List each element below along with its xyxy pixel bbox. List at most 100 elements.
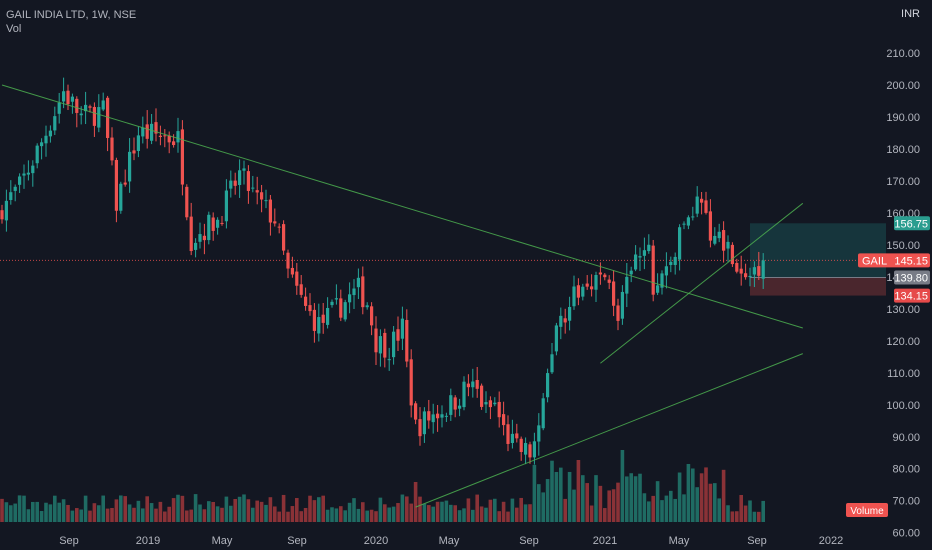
candle: [541, 398, 545, 429]
candle: [233, 180, 237, 186]
volume-bar: [259, 501, 264, 522]
candle: [462, 381, 466, 408]
x-tick-label: May: [669, 535, 690, 547]
volume-bar: [713, 483, 717, 522]
volume-bar: [427, 505, 431, 522]
candle: [752, 267, 756, 275]
volume-bar: [246, 499, 251, 522]
candle: [466, 383, 470, 388]
candle: [0, 210, 4, 220]
volume-bar: [66, 504, 70, 522]
candle: [612, 281, 616, 306]
volume-bar: [405, 496, 409, 522]
volume-legend-label: Vol: [6, 23, 22, 35]
volume-bar: [541, 492, 545, 522]
volume-bar: [515, 507, 519, 522]
volume-bar: [677, 472, 682, 522]
candle: [374, 328, 378, 353]
volume-bar: [330, 507, 334, 522]
last-price-label: 145.15: [894, 255, 928, 267]
symbol-title[interactable]: GAIL INDIA LTD, 1W, NSE: [6, 9, 137, 21]
volume-bar: [682, 494, 686, 522]
candle: [647, 244, 651, 252]
volume-bar: [31, 501, 35, 522]
candle: [664, 266, 668, 276]
candle: [519, 438, 523, 452]
candle: [35, 145, 39, 164]
volume-bar: [224, 496, 229, 522]
volume-bar: [220, 507, 224, 522]
volume-bar: [154, 508, 158, 522]
x-tick-label: May: [439, 535, 460, 547]
y-tick-label: 150.00: [886, 240, 920, 252]
candle: [326, 307, 330, 325]
y-tick-label: 60.00: [892, 528, 920, 540]
candle: [436, 413, 440, 419]
trendline-3: [600, 202, 804, 364]
volume-bar: [356, 508, 361, 522]
candle: [383, 332, 387, 358]
volume-bar: [334, 508, 339, 522]
volume-bar: [554, 471, 559, 522]
volume-bar: [317, 497, 321, 522]
candle: [629, 270, 633, 275]
volume-bar: [114, 499, 119, 522]
candle: [713, 235, 717, 244]
candle: [119, 183, 123, 211]
stop-zone: [750, 277, 886, 296]
candle: [92, 106, 96, 126]
volume-bar: [127, 504, 132, 522]
candle: [343, 302, 347, 320]
candle: [739, 268, 743, 274]
volume-bar: [603, 508, 607, 522]
candle: [678, 227, 682, 260]
volume-bar: [726, 505, 730, 522]
candle: [53, 116, 57, 131]
volume-bar: [660, 500, 664, 522]
candle: [427, 411, 431, 421]
volume-bar: [484, 507, 488, 522]
candle: [88, 106, 92, 108]
candle: [348, 294, 352, 303]
volume-bar: [466, 498, 471, 522]
volume-badge: Volume: [850, 506, 884, 517]
volume-bar: [673, 498, 677, 522]
candle: [110, 137, 114, 161]
volume-bar: [532, 464, 537, 522]
candle: [101, 100, 105, 110]
candle: [502, 414, 506, 426]
candle: [220, 222, 224, 224]
candle: [396, 329, 400, 341]
volume-bar: [638, 473, 642, 522]
candle: [339, 298, 343, 318]
volume-bar: [352, 498, 356, 522]
entry-price-label: 139.80: [894, 272, 928, 284]
candle: [576, 285, 580, 298]
volume-bar: [198, 504, 202, 522]
candle: [172, 141, 176, 146]
volume-bar: [237, 496, 242, 522]
volume-bar: [92, 503, 97, 522]
volume-bar: [699, 473, 704, 522]
volume-bar: [70, 510, 75, 522]
volume-bar: [211, 501, 215, 522]
x-tick-label: Sep: [287, 535, 307, 547]
volume-bar: [523, 504, 528, 522]
candle: [145, 124, 149, 139]
candle: [13, 186, 17, 191]
currency-label: INR: [901, 8, 920, 20]
candle: [414, 403, 418, 420]
candle: [418, 419, 422, 437]
volume-bar: [704, 467, 708, 522]
volume-bar: [748, 500, 752, 522]
candle: [211, 217, 215, 231]
volume-bar: [268, 497, 273, 522]
y-tick-label: 190.00: [886, 112, 920, 124]
volume-bar: [88, 510, 92, 522]
candle: [607, 279, 611, 283]
candle: [590, 286, 594, 290]
volume-bar: [519, 497, 523, 522]
candle: [202, 235, 206, 241]
candle: [695, 196, 699, 214]
